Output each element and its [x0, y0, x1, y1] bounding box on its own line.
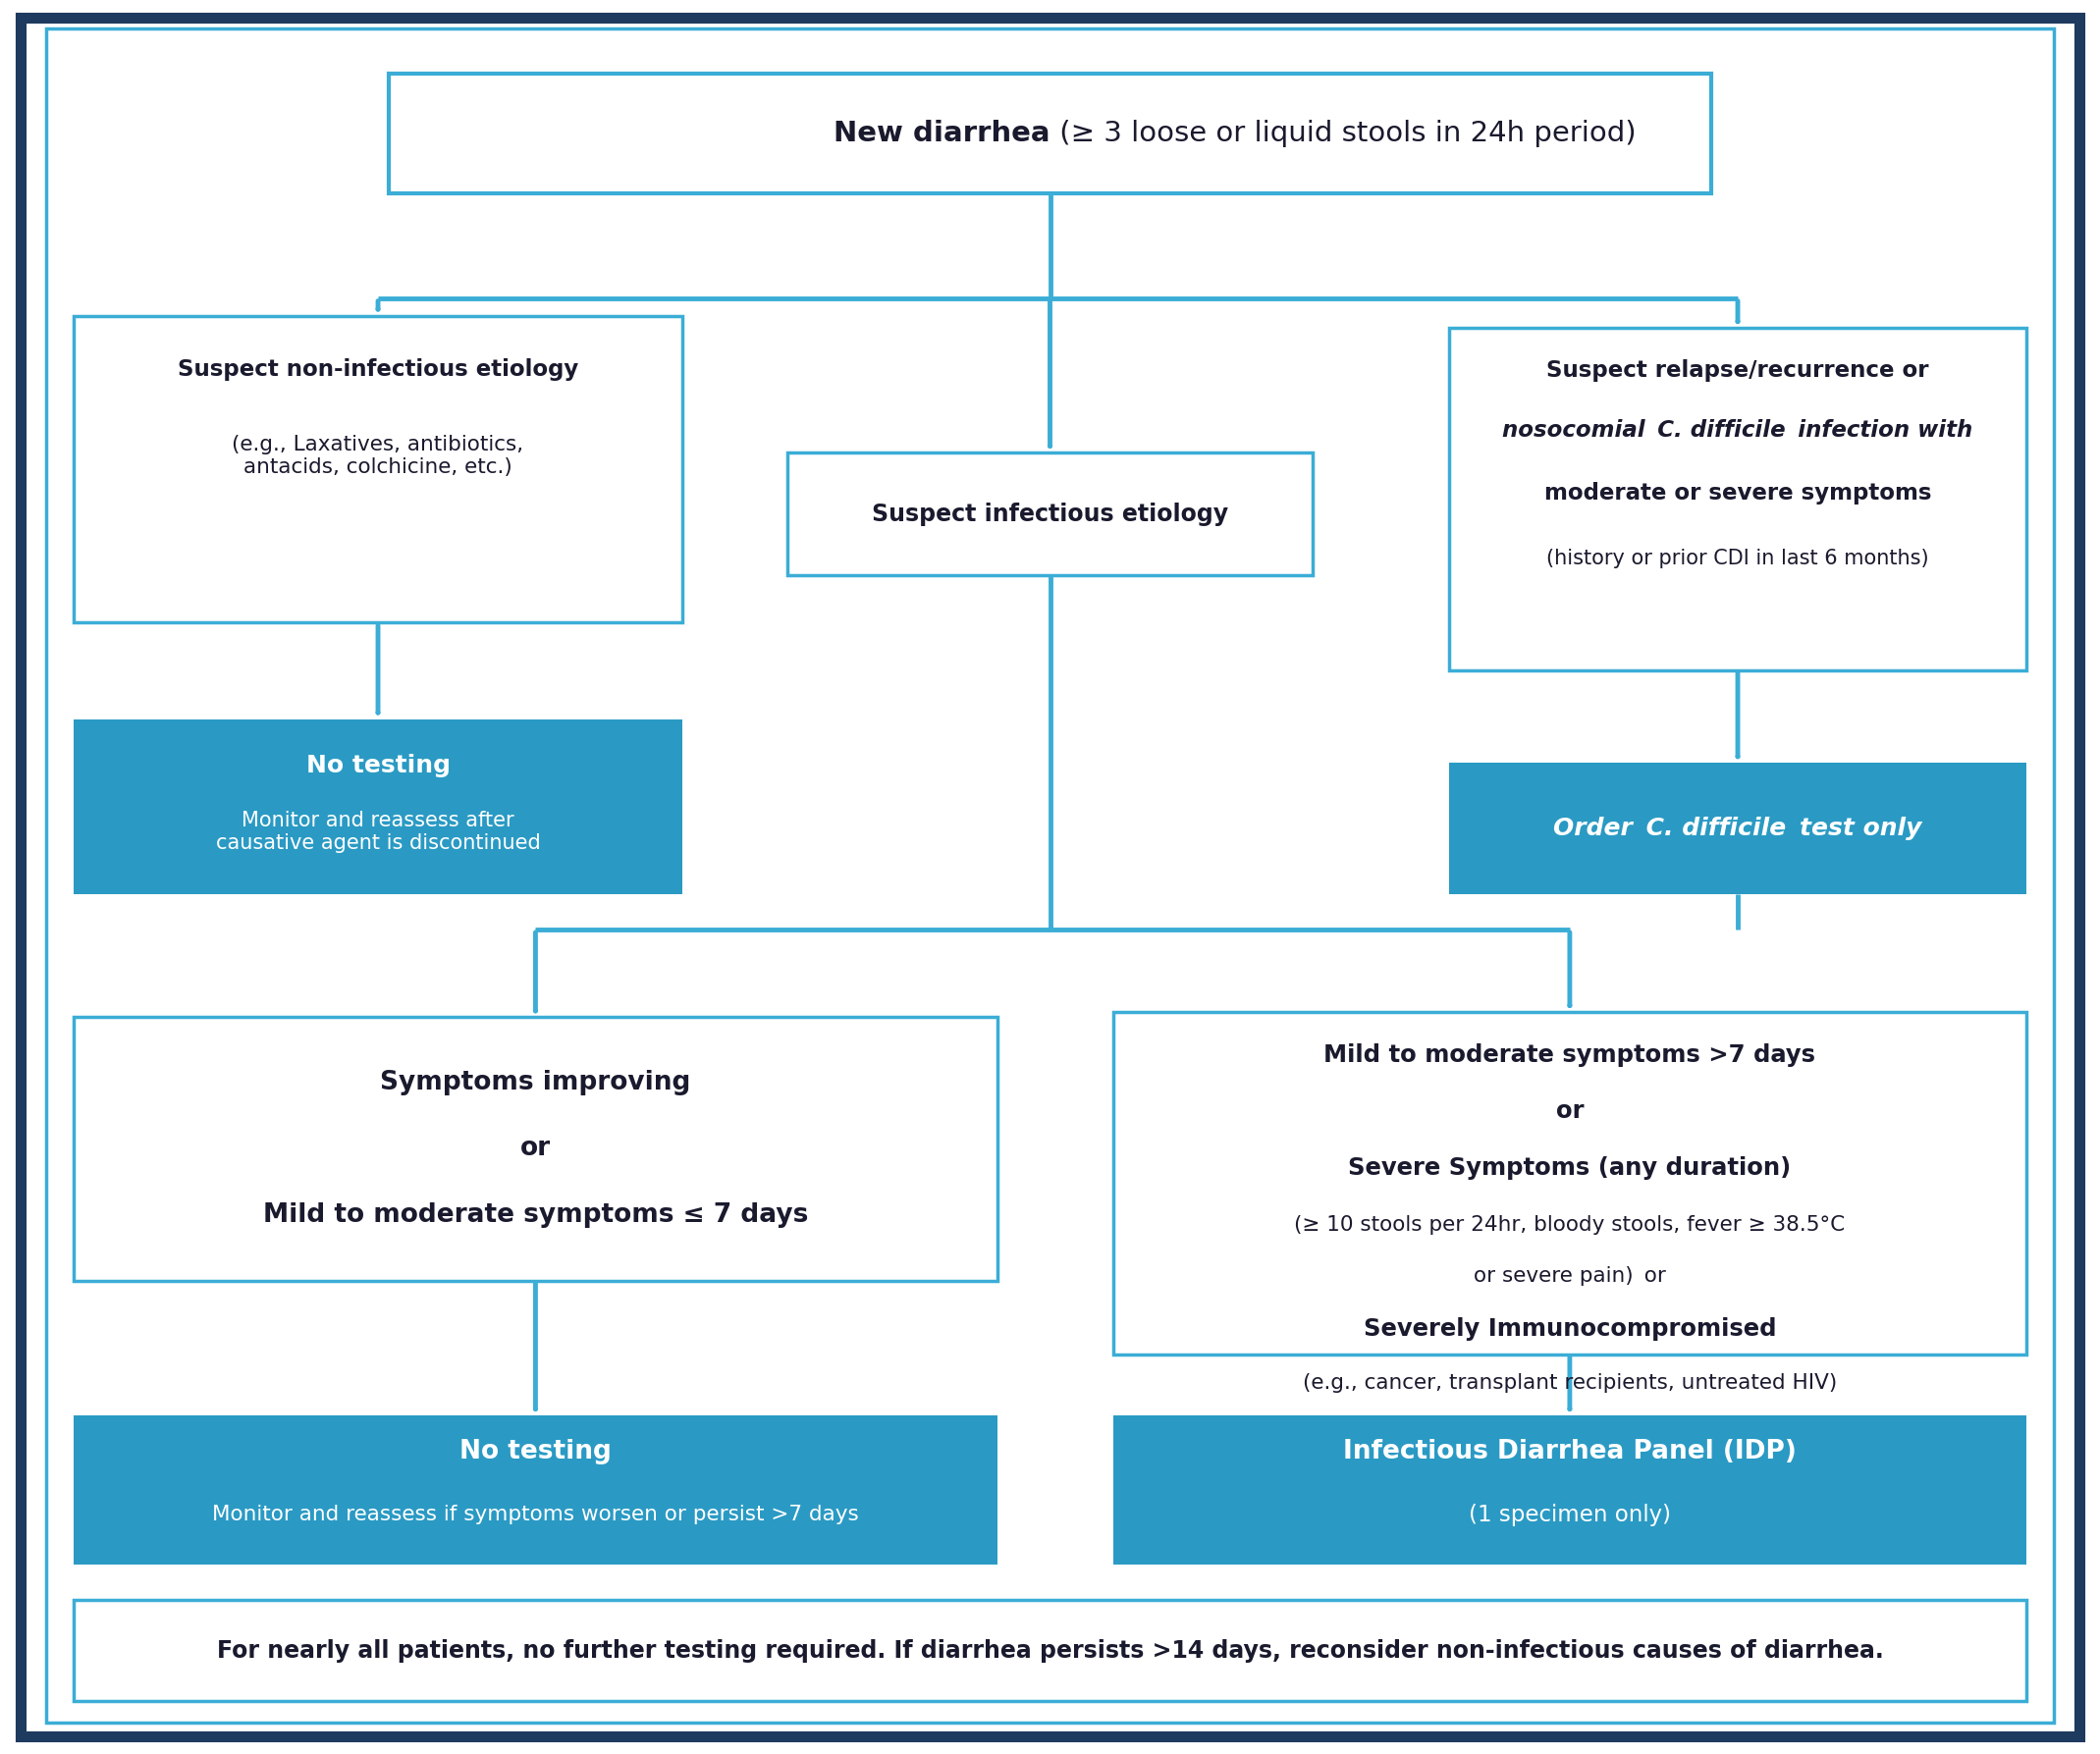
Text: Monitor and reassess if symptoms worsen or persist >7 days: Monitor and reassess if symptoms worsen …: [212, 1505, 859, 1524]
Bar: [788, 453, 1312, 575]
Text: nosocomial  C. difficile  infection with: nosocomial C. difficile infection with: [1502, 419, 1974, 442]
Text: or: or: [521, 1137, 550, 1161]
Text: moderate or severe symptoms: moderate or severe symptoms: [1544, 482, 1932, 505]
Text: New diarrhea: New diarrhea: [834, 119, 1050, 147]
Text: or severe pain)  or: or severe pain) or: [1474, 1266, 1665, 1286]
Text: (history or prior CDI in last 6 months): (history or prior CDI in last 6 months): [1546, 549, 1930, 568]
Text: No testing: No testing: [460, 1438, 611, 1465]
Bar: [1449, 763, 2026, 895]
Bar: [1113, 1415, 2027, 1565]
Text: Monitor and reassess after
causative agent is discontinued: Monitor and reassess after causative age…: [216, 810, 540, 852]
Text: Suspect infectious etiology: Suspect infectious etiology: [871, 502, 1228, 526]
Text: (e.g., cancer, transplant recipients, untreated HIV): (e.g., cancer, transplant recipients, un…: [1302, 1373, 1838, 1393]
Bar: [1449, 328, 2026, 670]
Text: (1 specimen only): (1 specimen only): [1468, 1503, 1672, 1526]
Bar: [1113, 1012, 2027, 1354]
Text: Severe Symptoms (any duration): Severe Symptoms (any duration): [1348, 1156, 1791, 1179]
Text: (≥ 10 stools per 24hr, bloody stools, fever ≥ 38.5°C: (≥ 10 stools per 24hr, bloody stools, fe…: [1294, 1216, 1846, 1235]
Text: Suspect non-infectious etiology: Suspect non-infectious etiology: [179, 358, 578, 381]
Bar: [388, 74, 1711, 193]
Bar: [74, 1600, 2026, 1701]
Text: Order  C. difficile  test only: Order C. difficile test only: [1554, 817, 1922, 840]
Text: Severely Immunocompromised: Severely Immunocompromised: [1363, 1317, 1777, 1340]
Bar: [74, 719, 682, 895]
Text: (≥ 3 loose or liquid stools in 24h period): (≥ 3 loose or liquid stools in 24h perio…: [1050, 119, 1636, 147]
Text: or: or: [1556, 1100, 1583, 1123]
Text: For nearly all patients, no further testing required. If diarrhea persists >14 d: For nearly all patients, no further test…: [216, 1638, 1884, 1663]
Text: Mild to moderate symptoms >7 days: Mild to moderate symptoms >7 days: [1323, 1044, 1816, 1066]
Bar: [74, 316, 682, 623]
Text: No testing: No testing: [307, 754, 449, 777]
Text: Infectious Diarrhea Panel (IDP): Infectious Diarrhea Panel (IDP): [1344, 1438, 1796, 1465]
Text: (e.g., Laxatives, antibiotics,
antacids, colchicine, etc.): (e.g., Laxatives, antibiotics, antacids,…: [233, 435, 523, 477]
Bar: [74, 1415, 997, 1565]
Text: Suspect relapse/recurrence or: Suspect relapse/recurrence or: [1546, 360, 1930, 382]
Bar: [74, 1017, 997, 1280]
Text: Symptoms improving: Symptoms improving: [380, 1070, 691, 1094]
Text: Mild to moderate symptoms ≤ 7 days: Mild to moderate symptoms ≤ 7 days: [262, 1203, 808, 1228]
